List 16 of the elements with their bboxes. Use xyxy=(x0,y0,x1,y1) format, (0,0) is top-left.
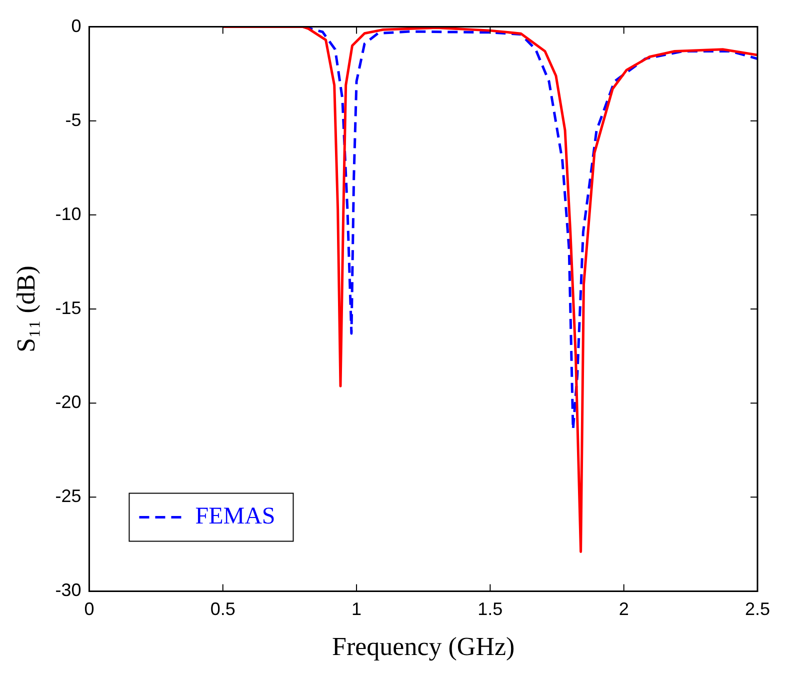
x-tick-label: 0.5 xyxy=(210,598,236,619)
y-tick-label: -5 xyxy=(65,110,82,130)
y-tick-label: -10 xyxy=(55,204,82,224)
x-tick-label: 2 xyxy=(618,598,629,619)
y-axis-title: S₁₁ (dB) xyxy=(11,266,40,352)
y-tick-label: -30 xyxy=(55,580,82,600)
legend-label: FEMAS xyxy=(195,503,276,530)
y-tick-label: -20 xyxy=(55,392,82,412)
x-tick-label: 1 xyxy=(352,598,362,619)
y-tick-label: -25 xyxy=(55,486,82,506)
y-tick-label: -15 xyxy=(55,298,82,318)
x-tick-label: 1.5 xyxy=(478,598,503,619)
x-tick-label: 2.5 xyxy=(744,598,770,619)
x-axis-title: Frequency (GHz) xyxy=(332,632,515,662)
y-tick-label: 0 xyxy=(71,16,82,36)
x-tick-label: 0 xyxy=(84,598,94,619)
